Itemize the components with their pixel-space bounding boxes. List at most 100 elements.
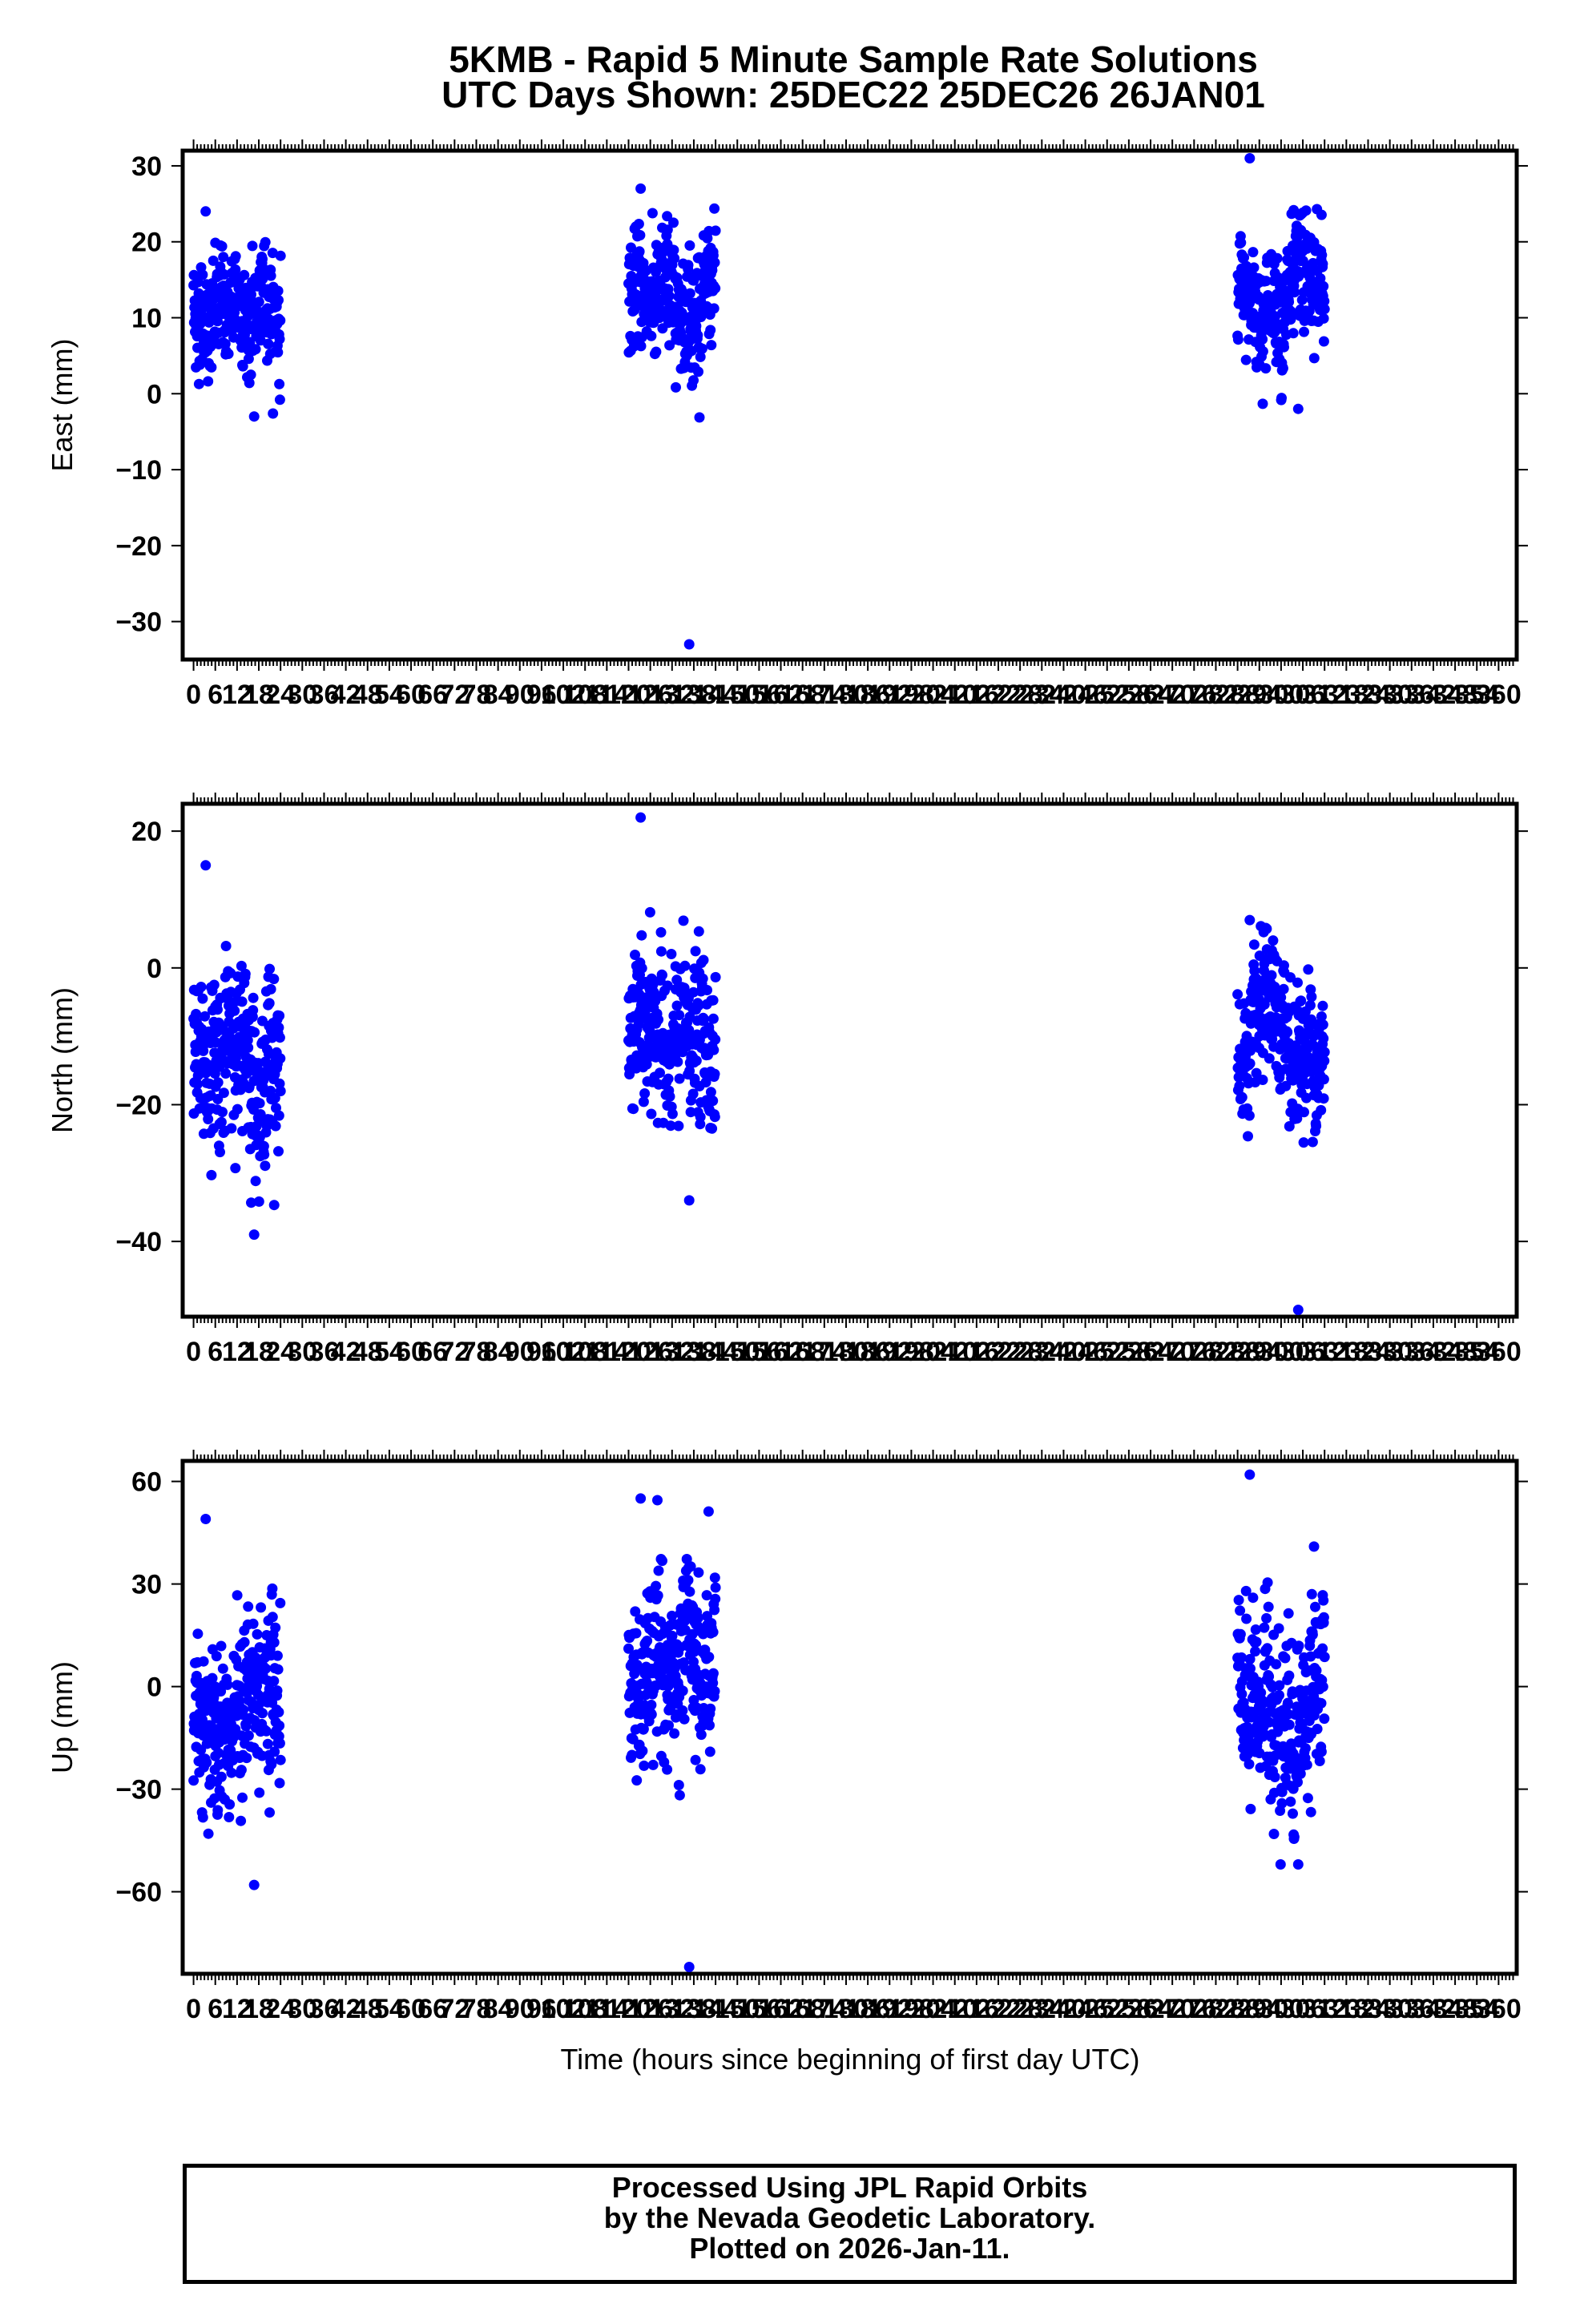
x-tick-label: 192 [867,680,913,710]
data-point [707,1627,719,1638]
data-point [1268,935,1279,946]
data-point [1295,1768,1306,1779]
data-point [1292,1859,1304,1870]
x-tick-label: 324 [1345,1337,1391,1367]
data-point [1316,1104,1327,1116]
data-point [207,1672,218,1684]
data-point [677,1685,688,1697]
data-point [674,1010,685,1021]
data-point [635,183,647,194]
data-point [248,411,260,422]
x-tick-label: 354 [1454,680,1500,710]
y-tick-label: −30 [115,607,162,638]
y-tick-label: 20 [131,228,162,258]
data-point [1315,272,1326,284]
x-tick-label: 54 [374,1994,405,2024]
data-point [653,1014,664,1025]
data-point [1232,989,1243,1000]
data-point [267,248,278,259]
x-tick-label: 270 [1150,1994,1195,2024]
data-point [663,290,675,301]
x-tick-label: 264 [1128,1994,1174,2024]
x-tick-label: 30 [287,1337,317,1367]
x-tick-label: 240 [1041,680,1086,710]
x-tick-label: 150 [715,1337,760,1367]
data-point [644,1026,655,1036]
data-point [633,1019,644,1030]
data-point [192,1628,204,1640]
data-point [705,1087,716,1098]
data-point [710,1582,721,1593]
data-point [655,926,667,938]
data-point [260,236,271,248]
x-tick-label: 282 [1193,1337,1239,1367]
data-point [628,1103,639,1115]
x-tick-label: 174 [801,1337,847,1367]
data-point [243,1601,254,1612]
data-point [695,1112,706,1123]
x-tick-label: 264 [1128,1337,1174,1367]
x-tick-label: 12 [222,680,252,710]
data-point [223,349,234,359]
data-point [1310,1601,1320,1612]
x-tick-label: 60 [396,1337,426,1367]
x-tick-label: 312 [1302,680,1348,710]
data-point [655,1067,665,1079]
data-point [192,1079,203,1090]
title-line-1: 5KMB - Rapid 5 Minute Sample Rate Soluti… [449,38,1258,80]
data-point [635,341,647,352]
data-point [1240,1585,1252,1596]
data-point [248,1005,259,1016]
data-point [267,1612,278,1623]
x-tick-label: 288 [1215,680,1260,710]
data-point [257,253,268,264]
x-tick-label: 276 [1171,680,1217,710]
data-point [708,1044,719,1055]
data-point [668,217,679,228]
data-point [1317,258,1328,269]
x-tick-label: 72 [439,1994,470,2024]
data-point [1288,328,1299,339]
x-tick-label: 210 [932,1994,977,2024]
x-tick-label: 270 [1150,1337,1195,1367]
data-point [683,1195,695,1206]
y-axis-title: North (mm) [46,987,79,1133]
data-point [253,1196,264,1207]
x-tick-label: 324 [1345,1994,1391,2024]
data-point [246,1197,256,1208]
data-point [237,1792,248,1803]
data-point [1245,1663,1256,1674]
data-point [272,347,284,358]
x-tick-label: 276 [1171,1337,1217,1367]
x-tick-label: 0 [186,1337,201,1367]
data-point [662,1764,673,1775]
x-tick-label: 228 [998,680,1043,710]
data-point [216,1771,227,1782]
x-tick-label: 258 [1106,1994,1152,2024]
data-point [212,1805,224,1816]
data-point [1304,1000,1316,1011]
x-tick-label: 300 [1259,1337,1304,1367]
data-point [1300,1743,1311,1754]
data-point [230,264,241,275]
data-point [677,1705,688,1716]
data-point [1301,1759,1312,1770]
data-point [678,915,689,926]
data-point [679,1713,690,1725]
data-point [243,1042,254,1053]
x-tick-label: 336 [1389,1337,1434,1367]
x-tick-label: 180 [824,1994,869,2024]
plot-panels: 0 612182430364248546066727884909610210811… [46,139,1528,2024]
data-point [1285,1796,1296,1807]
x-tick-label: 246 [1062,1337,1108,1367]
data-point [646,1709,657,1720]
x-tick-label: 330 [1367,680,1413,710]
panel-1: 0 612182430364248546066727884909610210811… [46,793,1528,1367]
data-point [667,1108,678,1120]
data-point [1250,1624,1261,1635]
x-tick-label: 282 [1193,1994,1239,2024]
data-point [275,1754,286,1765]
data-point [1319,304,1330,315]
x-tick-label: 168 [780,1994,825,2024]
